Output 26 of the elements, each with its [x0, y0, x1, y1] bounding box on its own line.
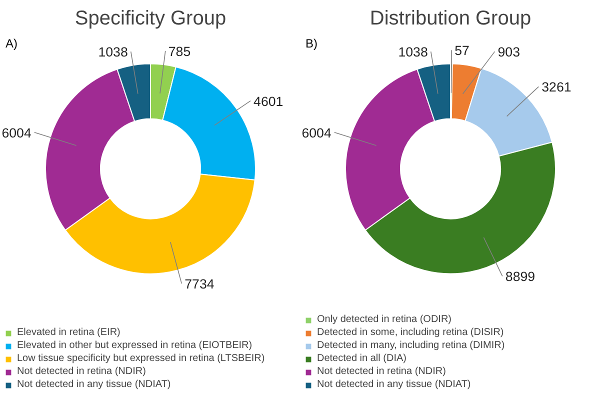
data-label: 785 — [168, 44, 191, 59]
data-label: 4601 — [254, 94, 284, 109]
legend-label: Detected in some, including retina (DISIR) — [317, 327, 504, 338]
data-label: 1038 — [398, 44, 428, 60]
legend-label: Not detected in any tissue (NDIAT) — [317, 379, 471, 390]
data-label: 8899 — [505, 269, 536, 284]
data-label: 7734 — [184, 276, 215, 292]
data-label: 3261 — [542, 80, 572, 95]
legend-label: Only detected in retina (ODIR) — [317, 314, 452, 325]
legend-label: Elevated in retina (EIR) — [17, 327, 120, 338]
legend-label: Low tissue specificity but expressed in retina (LTSBEIR) — [17, 353, 265, 364]
legend-label: Detected in all (DIA) — [317, 353, 406, 364]
data-label: 6004 — [302, 125, 332, 140]
text: A) — [6, 36, 18, 50]
data-label: 57 — [454, 43, 470, 58]
legend-label: Not detected in retina (NDIR) — [317, 366, 446, 377]
chart-title: Distribution Group — [370, 8, 532, 30]
chart-title: Specificity Group — [74, 8, 226, 30]
data-label: 903 — [498, 44, 520, 60]
legend-label: Elevated in other but expressed in retina (EIOTBEIR) — [17, 340, 252, 351]
text: B) — [306, 36, 318, 50]
data-label: 6004 — [2, 125, 32, 140]
legend-label: Not detected in any tissue (NDIAT) — [17, 379, 171, 390]
data-label: 1038 — [98, 44, 128, 60]
legend-label: Not detected in retina (NDIR) — [17, 366, 146, 377]
legend-label: Detected in many, including retina (DIMIR) — [317, 340, 505, 351]
